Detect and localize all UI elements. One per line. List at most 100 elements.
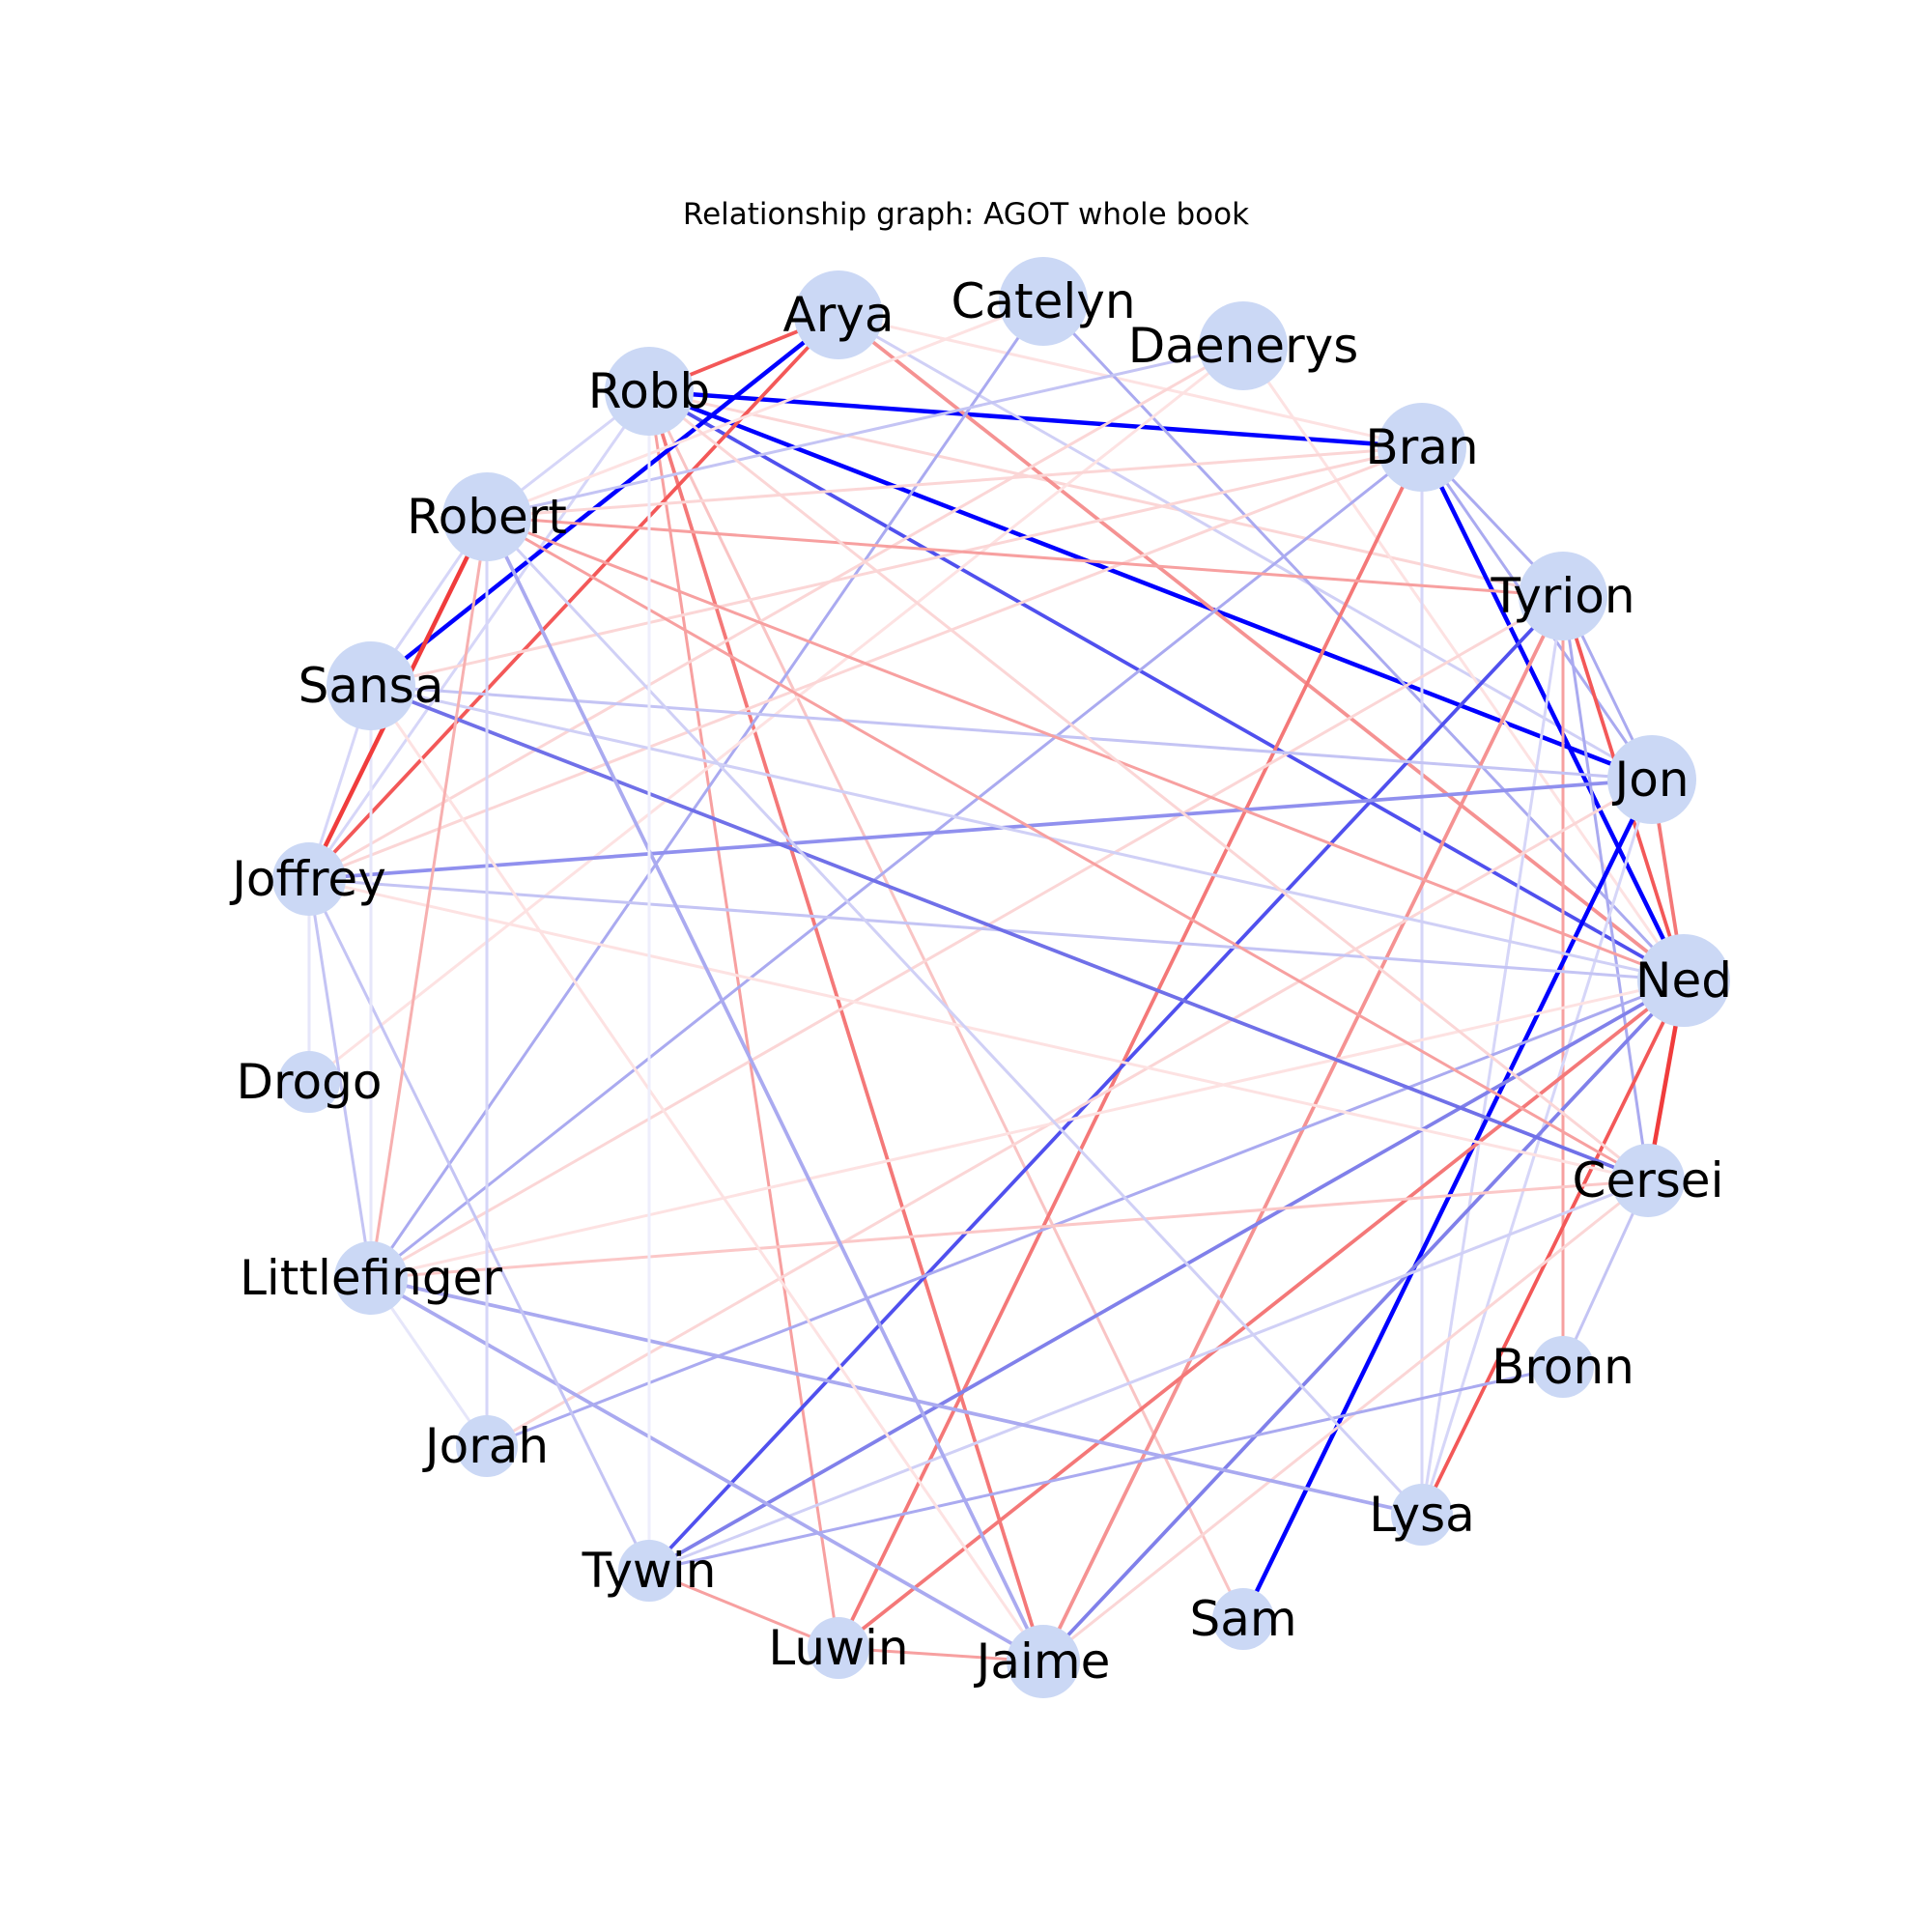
edge-jaime-robert [485, 516, 1045, 1662]
node-circle [1199, 301, 1288, 390]
edge-daenerys-joffrey [308, 344, 1244, 881]
edge-arya-ned [837, 313, 1686, 982]
edge-ned-robert [486, 515, 1685, 982]
node-tywin: Tywin [582, 1540, 717, 1602]
node-label: Joffrey [229, 851, 386, 907]
node-tyrion: Tyrion [1490, 552, 1635, 640]
edge-arya-bran [838, 313, 1423, 449]
edge-jaime-littlefinger [370, 1276, 1044, 1663]
node-label: Sam [1189, 1591, 1296, 1647]
node-label: Robert [407, 489, 567, 545]
node-circle [278, 1051, 340, 1113]
edge-littlefinger-robert [369, 516, 489, 1279]
node-label: Ned [1635, 952, 1732, 1009]
edge-daenerys-drogo [308, 344, 1244, 1084]
edge-jaime-sansa [369, 685, 1045, 1662]
node-circle [1378, 403, 1466, 492]
edge-catelyn-robert [486, 299, 1044, 519]
edge-ned-lysa [1420, 980, 1686, 1516]
edge-robb-ned [648, 389, 1685, 982]
edge-tyrion-robert [486, 515, 1564, 598]
node-circle [327, 641, 415, 730]
node-bran: Bran [1365, 403, 1479, 492]
edge-ned-tywin [648, 979, 1685, 1573]
node-jorah: Jorah [422, 1415, 549, 1477]
node-arya: Arya [783, 270, 895, 359]
node-label: Jaime [974, 1634, 1111, 1690]
edge-jon-joffrey [308, 778, 1653, 881]
edge-robb-joffrey [307, 390, 651, 880]
edge-daenerys-robert [486, 344, 1244, 519]
node-label: Bronn [1492, 1339, 1634, 1395]
node-label: Drogo [237, 1054, 383, 1110]
node-label: Luwin [768, 1620, 908, 1676]
edge-robb-tyrion [648, 389, 1564, 598]
edge-cersei-robb [648, 389, 1649, 1182]
node-circle [808, 1617, 869, 1679]
edge-bronn-tywin [648, 1365, 1564, 1573]
edge-cersei-littlefinger [370, 1179, 1649, 1280]
edge-cersei-joffrey [308, 877, 1649, 1182]
edge-luwin-tywin [648, 1569, 839, 1650]
node-label: Jon [1611, 752, 1689, 808]
node-jaime: Jaime [974, 1625, 1111, 1698]
node-circle [1391, 1484, 1453, 1546]
edge-cersei-robert [486, 515, 1649, 1182]
edge-bran-ned [1419, 446, 1687, 981]
edge-daenerys-ned [1241, 345, 1686, 981]
node-label: Lysa [1369, 1487, 1475, 1543]
node-label: Sansa [298, 658, 444, 714]
node-circle [442, 472, 531, 561]
node-label: Bran [1365, 419, 1478, 475]
edge-ned-littlefinger [370, 979, 1685, 1280]
node-label: Cersei [1573, 1152, 1724, 1208]
node-robb: Robb [588, 347, 710, 436]
edge-cersei-sansa [370, 684, 1649, 1182]
node-label: Tyrion [1490, 568, 1634, 624]
edge-littlefinger-joffrey [307, 878, 373, 1279]
edge-bran-littlefinger [370, 445, 1423, 1280]
node-label: Daenerys [1128, 318, 1359, 374]
node-drogo: Drogo [237, 1051, 383, 1113]
edge-bran-luwin [837, 446, 1424, 1649]
edge-catelyn-littlefinger [369, 300, 1045, 1279]
node-sansa: Sansa [298, 641, 444, 730]
node-circle [1637, 934, 1730, 1027]
node-joffrey: Joffrey [229, 842, 386, 916]
node-label: Catelyn [951, 273, 1135, 329]
node-catelyn: Catelyn [951, 257, 1136, 346]
edge-cersei-jaime [1042, 1179, 1649, 1663]
node-circle [1532, 1336, 1594, 1398]
edge-robb-bran [648, 388, 1423, 450]
edge-robb-jon [648, 388, 1653, 782]
edge-robb-jaime [647, 390, 1045, 1662]
node-littlefinger: Littlefinger [240, 1241, 502, 1315]
edge-jon-jorah [486, 778, 1653, 1448]
node-bronn: Bronn [1492, 1336, 1634, 1398]
node-label: Jorah [422, 1418, 549, 1474]
node-circle [1519, 552, 1607, 640]
node-circle [618, 1540, 680, 1602]
node-label: Arya [783, 287, 895, 343]
edge-jon-sam [1240, 779, 1655, 1620]
node-daenerys: Daenerys [1128, 301, 1359, 390]
edge-bran-sansa [370, 445, 1423, 688]
edge-catelyn-ned [1041, 299, 1686, 982]
node-cersei: Cersei [1573, 1144, 1724, 1217]
node-robert: Robert [407, 472, 567, 561]
node-label: Tywin [582, 1543, 717, 1599]
edge-jon-lysa [1420, 779, 1654, 1516]
graph-title: Relationship graph: AGOT whole book [683, 197, 1249, 232]
edge-ned-jaime [1041, 979, 1686, 1663]
edge-ned-jorah [486, 979, 1685, 1448]
edge-layer [306, 299, 1687, 1663]
node-lysa: Lysa [1369, 1484, 1475, 1546]
edge-jon-sansa [370, 684, 1653, 781]
node-circle [794, 270, 883, 359]
node-luwin: Luwin [768, 1617, 909, 1679]
node-circle [605, 347, 694, 436]
edge-arya-joffrey [307, 313, 840, 881]
node-ned: Ned [1635, 934, 1732, 1027]
edge-robb-luwin [647, 390, 840, 1649]
